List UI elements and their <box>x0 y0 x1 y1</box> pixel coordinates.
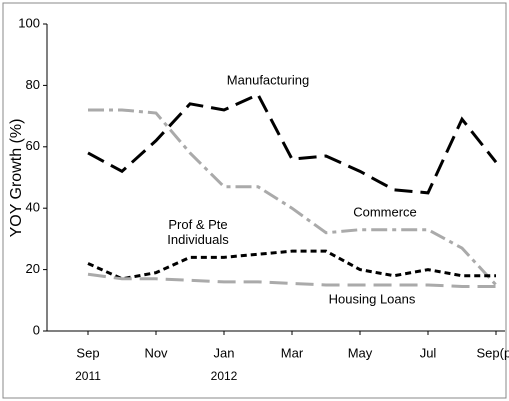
series-line <box>88 108 498 286</box>
series-line <box>87 249 496 281</box>
y-tick-label: 60 <box>26 138 40 153</box>
y-tick-label: 40 <box>26 200 40 215</box>
x-tick-label: Nov <box>144 345 168 360</box>
x-tick-label: Jan <box>214 345 235 360</box>
y-tick-label: 0 <box>33 322 40 337</box>
x-tick-label: Sep(p) <box>476 345 509 360</box>
x-tick-label: May <box>348 345 373 360</box>
series-label: Housing Loans <box>328 291 416 307</box>
x-tick-label: Sep <box>76 345 99 360</box>
series-label: Commerce <box>353 204 417 220</box>
series-label: Manufacturing <box>226 72 310 88</box>
y-axis-label: YOY Growth (%) <box>8 119 25 238</box>
x-tick-label: Jul <box>420 345 437 360</box>
series-line <box>87 272 496 288</box>
y-tick-label: 80 <box>26 77 40 92</box>
x-year-label: 2012 <box>211 369 238 383</box>
y-tick-label: 20 <box>26 261 40 276</box>
x-year-label: 2011 <box>75 369 101 383</box>
series-label: Prof & Pte Individuals <box>167 217 229 247</box>
y-tick-label: 100 <box>18 15 40 30</box>
x-tick-label: Mar <box>281 345 304 360</box>
series-line <box>87 92 498 195</box>
